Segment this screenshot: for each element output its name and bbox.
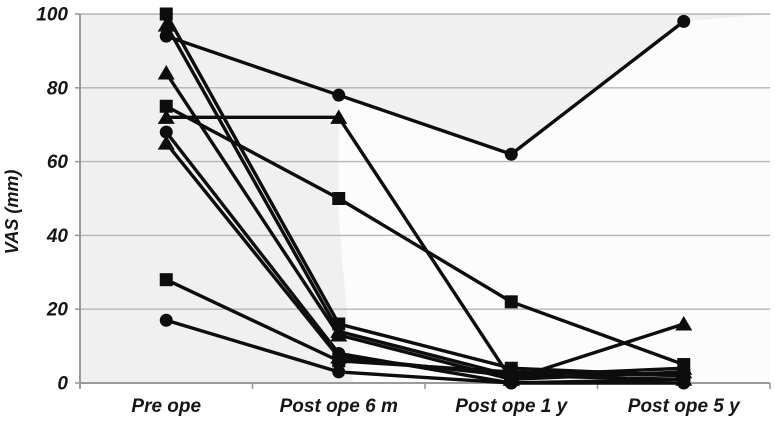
- marker-triangle: [157, 109, 175, 124]
- series-line-patient-4: [164, 71, 686, 382]
- series-line-patient-6: [164, 115, 686, 382]
- marker-square: [159, 273, 173, 287]
- highlight-region: [338, 14, 770, 383]
- marker-triangle: [330, 327, 348, 342]
- series-line-patient-9: [164, 277, 686, 378]
- x-axis-label: Post ope 1 y: [455, 396, 568, 417]
- marker-circle: [332, 365, 346, 379]
- marker-circle: [677, 14, 691, 28]
- marker-triangle: [157, 17, 175, 32]
- marker-circle: [504, 147, 518, 161]
- marker-square: [332, 192, 346, 205]
- marker-triangle: [330, 109, 348, 124]
- y-tick-label: 40: [46, 226, 69, 247]
- marker-square: [504, 295, 518, 309]
- marker-square: [332, 354, 346, 368]
- series-line-patient-10: [164, 318, 686, 385]
- y-tick-label: 80: [47, 78, 69, 99]
- y-tick-label: 0: [57, 374, 68, 395]
- marker-circle: [332, 88, 346, 102]
- x-axis-label: Post ope 5 y: [628, 396, 741, 417]
- x-axis-label: Post ope 6 m: [280, 396, 398, 417]
- marker-square: [159, 7, 173, 21]
- marker-square: [159, 99, 173, 113]
- marker-circle: [159, 125, 173, 139]
- marker-circle: [677, 372, 691, 386]
- y-tick-label: 60: [47, 152, 69, 173]
- marker-square: [504, 365, 518, 379]
- marker-triangle: [675, 315, 693, 331]
- marker-circle: [159, 29, 173, 43]
- marker-triangle: [157, 65, 175, 80]
- x-axis-label: Pre ope: [131, 396, 201, 417]
- series-line-patient-7: [164, 130, 686, 385]
- series-line-patient-1: [164, 19, 686, 156]
- y-tick-label: 20: [46, 300, 69, 321]
- y-axis-title: VAS (mm): [2, 170, 22, 255]
- marker-triangle: [157, 135, 175, 150]
- y-tick-label: 100: [36, 5, 68, 26]
- marker-circle: [159, 313, 173, 327]
- series-line-patient-3: [164, 23, 686, 382]
- marker-circle: [504, 376, 518, 390]
